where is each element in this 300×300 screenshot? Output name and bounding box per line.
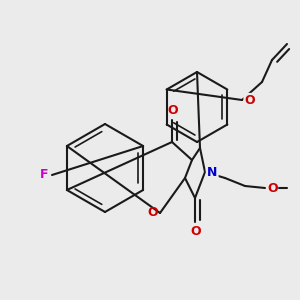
Text: O: O bbox=[267, 182, 278, 194]
Text: N: N bbox=[207, 166, 217, 178]
Text: F: F bbox=[40, 169, 48, 182]
Text: O: O bbox=[147, 206, 158, 220]
Text: O: O bbox=[244, 94, 255, 106]
Text: O: O bbox=[168, 104, 178, 117]
Text: O: O bbox=[191, 225, 201, 238]
